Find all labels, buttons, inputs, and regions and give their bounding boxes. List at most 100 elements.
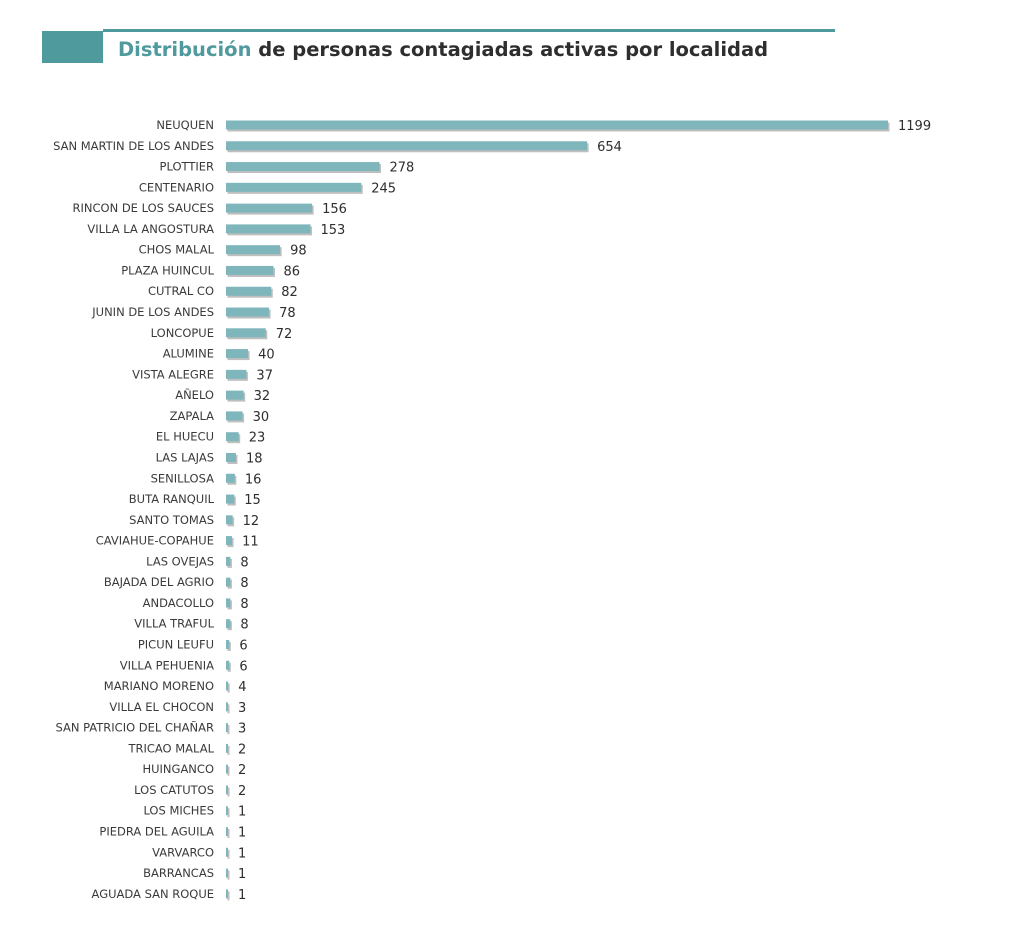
value-label-plottier: 278 (389, 161, 414, 176)
category-label-villa-el-chocon: VILLA EL CHOCON (109, 700, 214, 714)
bar-piedra-del-aguila (226, 827, 228, 837)
bar-villa-la-angostura (226, 224, 311, 234)
bar-vista-alegre (226, 369, 247, 379)
value-label-piedra-del-aguila: 1 (238, 826, 246, 841)
category-label-san-martin-de-los-andes: SAN MARTIN DE LOS ANDES (53, 139, 214, 153)
category-label-las-lajas: LAS LAJAS (156, 450, 214, 464)
chart-title-rest: de personas contagiadas activas por loca… (251, 38, 769, 61)
bar-tricao-malal (226, 743, 228, 753)
bar-picun-leufu (226, 640, 230, 649)
category-label-cutral-co: CUTRAL CO (148, 284, 214, 298)
bar-rincon-de-los-sauces (226, 203, 313, 213)
category-label-villa-la-angostura: VILLA LA ANGOSTURA (87, 222, 214, 236)
chart-title-accent: Distribución (118, 38, 252, 61)
bar-los-catutos (226, 785, 228, 795)
bar-shadow-barrancas (227, 870, 230, 880)
bar-shadow-los-catutos (227, 787, 230, 797)
bar-centenario (226, 182, 362, 192)
value-label-cutral-co: 82 (281, 285, 298, 300)
category-label-plaza-huincul: PLAZA HUINCUL (121, 263, 214, 277)
bar-anelo (226, 390, 244, 400)
bar-villa-pehuenia (226, 660, 230, 670)
bar-caviahue-copahue (226, 536, 233, 546)
value-label-villa-el-chocon: 3 (238, 701, 246, 716)
category-label-caviahue-copahue: CAVIAHUE-COPAHUE (96, 534, 214, 548)
value-label-chos-malal: 98 (290, 244, 307, 259)
value-label-santo-tomas: 12 (243, 514, 260, 529)
bar-alumine (226, 349, 249, 359)
value-label-mariano-moreno: 4 (238, 680, 246, 695)
category-label-centenario: CENTENARIO (139, 180, 214, 194)
bar-shadow-los-miches (227, 808, 230, 818)
bar-los-miches (226, 806, 228, 816)
bar-zapala (226, 411, 243, 421)
bar-el-huecu (226, 432, 239, 442)
category-label-bajada-del-agrio: BAJADA DEL AGRIO (104, 575, 214, 589)
category-label-neuquen: NEUQUEN (156, 118, 214, 132)
category-label-chos-malal: CHOS MALAL (139, 243, 215, 257)
value-label-zapala: 30 (253, 410, 270, 425)
bar-chos-malal (226, 245, 281, 255)
value-label-vista-alegre: 37 (256, 368, 273, 383)
category-label-buta-ranquil: BUTA RANQUIL (129, 492, 215, 506)
bar-villa-traful (226, 619, 231, 629)
category-label-villa-pehuenia: VILLA PEHUENIA (120, 658, 214, 672)
category-label-santo-tomas: SANTO TOMAS (129, 513, 214, 527)
value-label-las-ovejas: 8 (240, 555, 248, 570)
value-label-senillosa: 16 (245, 472, 262, 487)
bar-plaza-huincul (226, 265, 274, 275)
header-rule (103, 29, 835, 32)
category-label-vista-alegre: VISTA ALEGRE (132, 367, 214, 381)
value-label-san-martin-de-los-andes: 654 (597, 140, 622, 155)
value-label-caviahue-copahue: 11 (242, 535, 259, 550)
bar-neuquen (226, 120, 888, 130)
value-label-bajada-del-agrio: 8 (240, 576, 248, 591)
value-label-villa-traful: 8 (240, 618, 248, 633)
category-label-varvarco: VARVARCO (152, 845, 214, 859)
value-label-anelo: 32 (254, 389, 271, 404)
value-label-plaza-huincul: 86 (283, 264, 300, 279)
value-label-las-lajas: 18 (246, 451, 263, 466)
category-label-senillosa: SENILLOSA (151, 471, 215, 485)
bar-shadow-tricao-malal (227, 745, 230, 755)
value-label-huinganco: 2 (238, 763, 246, 778)
category-label-picun-leufu: PICUN LEUFU (138, 638, 214, 652)
bar-cutral-co (226, 286, 272, 296)
bar-aguada-san-roque (226, 889, 228, 899)
bar-plottier (226, 162, 380, 172)
bar-andacollo (226, 598, 231, 608)
bar-mariano-moreno (226, 681, 229, 691)
bar-bajada-del-agrio (226, 577, 231, 587)
bar-shadow-aguada-san-roque (227, 891, 230, 901)
bar-san-martin-de-los-andes (226, 141, 588, 151)
value-label-andacollo: 8 (240, 597, 248, 612)
bar-shadow-piedra-del-aguila (227, 829, 230, 839)
bar-san-patricio-del-chanar (226, 723, 228, 733)
value-label-los-miches: 1 (238, 805, 246, 820)
bar-las-lajas (226, 452, 236, 462)
bar-buta-ranquil (226, 494, 235, 504)
value-label-villa-pehuenia: 6 (239, 659, 247, 674)
bar-las-ovejas (226, 556, 231, 566)
value-label-neuquen: 1199 (898, 119, 931, 134)
category-label-mariano-moreno: MARIANO MORENO (104, 679, 214, 693)
bar-villa-el-chocon (226, 702, 228, 712)
category-label-rincon-de-los-sauces: RINCON DE LOS SAUCES (73, 201, 215, 215)
bar-barrancas (226, 868, 228, 878)
bar-varvarco (226, 847, 228, 857)
value-label-junin-de-los-andes: 78 (279, 306, 296, 321)
value-label-loncopue: 72 (276, 327, 293, 342)
bar-santo-tomas (226, 515, 233, 525)
category-label-plottier: PLOTTIER (160, 160, 214, 174)
category-label-los-catutos: LOS CATUTOS (134, 783, 214, 797)
bar-shadow-huinganco (227, 766, 230, 776)
category-label-tricao-malal: TRICAO MALAL (127, 741, 214, 755)
category-label-junin-de-los-andes: JUNIN DE LOS ANDES (91, 305, 214, 319)
value-label-picun-leufu: 6 (239, 639, 247, 654)
value-label-alumine: 40 (258, 348, 275, 363)
value-label-los-catutos: 2 (238, 784, 246, 799)
category-label-el-huecu: EL HUECU (156, 430, 214, 444)
category-label-piedra-del-aguila: PIEDRA DEL AGUILA (99, 825, 214, 839)
bar-shadow-san-patricio-del-chanar (227, 725, 230, 735)
